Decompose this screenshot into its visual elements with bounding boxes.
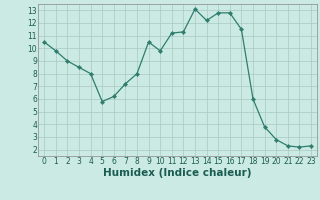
X-axis label: Humidex (Indice chaleur): Humidex (Indice chaleur) [103,168,252,178]
